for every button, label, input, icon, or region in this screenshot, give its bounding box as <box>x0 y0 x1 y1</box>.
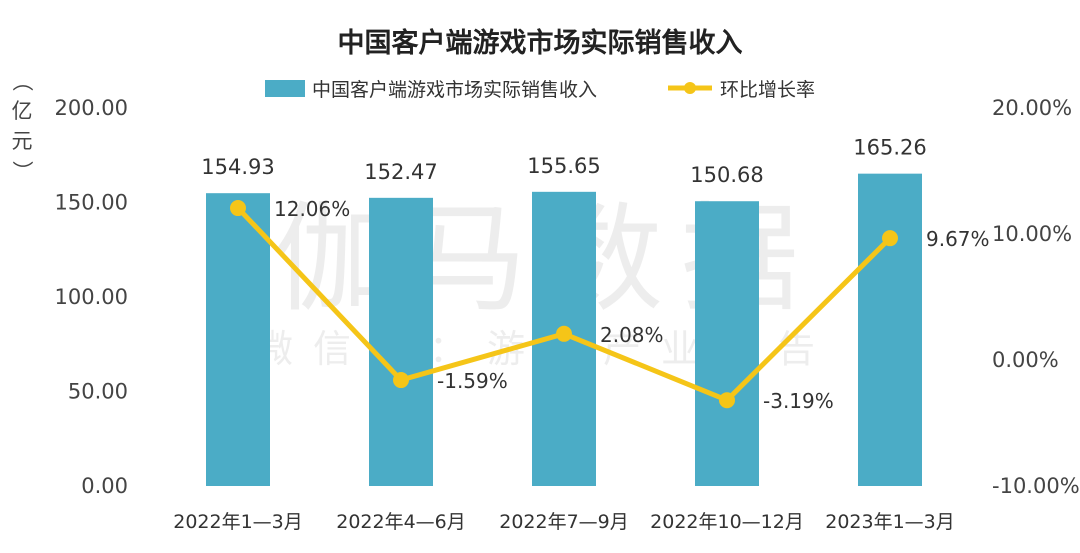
y-left-tick-label: 150.00 <box>55 191 128 215</box>
y-right-tick-label: 10.00% <box>992 222 1072 246</box>
legend-label-bar: 中国客户端游戏市场实际销售收入 <box>312 79 597 101</box>
legend-label-line: 环比增长率 <box>720 79 815 101</box>
legend: 中国客户端游戏市场实际销售收入 环比增长率 <box>265 79 815 101</box>
line-point <box>556 325 572 342</box>
x-category-label: 2022年10—12月 <box>650 511 804 533</box>
bar <box>369 197 433 486</box>
y-left-tick-label: 0.00 <box>81 474 128 498</box>
x-category-label: 2023年1—3月 <box>825 511 955 533</box>
bar-value-label: 155.65 <box>527 154 600 178</box>
y-axis-left-ticks: 0.00 50.00 100.00 150.00 200.00 <box>55 96 128 498</box>
y-left-tick-label: 50.00 <box>68 380 128 404</box>
bar <box>206 193 270 486</box>
y-right-tick-label: 20.00% <box>992 96 1072 120</box>
chart-title: 中国客户端游戏市场实际销售收入 <box>338 27 743 59</box>
bar-value-label: 154.93 <box>201 155 274 179</box>
bar-value-labels: 154.93 152.47 155.65 150.68 165.26 <box>201 136 926 188</box>
line-value-label: 2.08% <box>600 323 664 347</box>
y-axis-right-ticks: -10.00% 0.00% 10.00% 20.00% <box>992 96 1080 498</box>
x-category-label: 2022年7—9月 <box>499 511 629 533</box>
line-value-label: 9.67% <box>926 227 990 251</box>
bar-value-label: 152.47 <box>364 160 437 184</box>
y-axis-left-label: （ 亿元 ） <box>10 71 34 182</box>
y-left-tick-label: 200.00 <box>55 96 128 120</box>
line-point <box>393 372 409 389</box>
y-axis-left-label-char: ） <box>10 161 34 182</box>
line-value-label: -1.59% <box>437 369 508 393</box>
y-axis-left-label-char: 元 <box>12 129 33 153</box>
bar-value-label: 165.26 <box>853 136 926 160</box>
bar <box>858 173 922 486</box>
y-axis-left-label-char: 亿 <box>12 99 33 123</box>
y-right-tick-label: 0.00% <box>992 348 1059 372</box>
line-point <box>230 200 246 217</box>
line-value-label: 12.06% <box>274 197 350 221</box>
bar-value-label: 150.68 <box>690 163 763 187</box>
x-category-label: 2022年4—6月 <box>336 511 466 533</box>
bar <box>695 201 759 487</box>
line-value-label: -3.19% <box>763 389 834 413</box>
x-axis-category-labels: 2022年1—3月 2022年4—6月 2022年7—9月 2022年10—12月 20… <box>173 511 955 533</box>
y-left-tick-label: 100.00 <box>55 285 128 309</box>
line-value-labels: 12.06% -1.59% 2.08% -3.19% 9.67% <box>274 197 990 413</box>
legend-swatch-marker <box>684 82 696 94</box>
legend-swatch-bar <box>265 80 305 97</box>
line-point <box>719 392 735 409</box>
y-right-tick-label: -10.00% <box>992 474 1080 498</box>
line-point <box>882 230 898 247</box>
line-series <box>230 200 898 409</box>
y-axis-left-label-char: （ <box>10 71 34 92</box>
x-category-label: 2022年1—3月 <box>173 511 303 533</box>
